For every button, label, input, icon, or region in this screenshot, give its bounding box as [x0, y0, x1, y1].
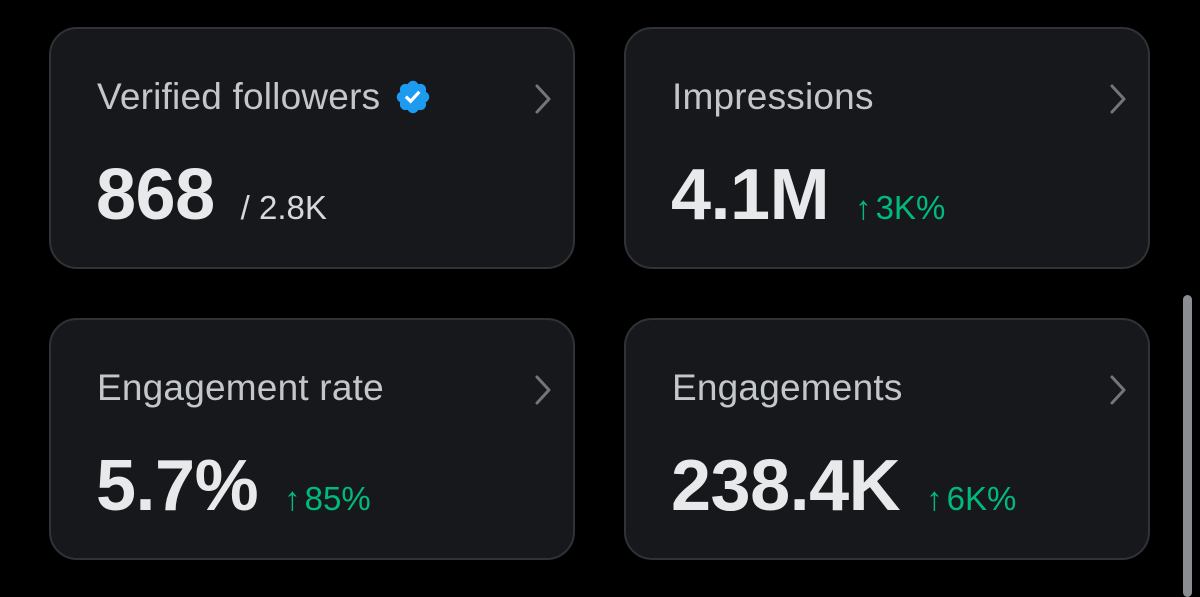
delta-value: 3K%: [875, 189, 946, 226]
engagements-delta: ↑ 6K%: [926, 480, 1016, 518]
engagement-rate-delta: ↑ 85%: [284, 480, 371, 518]
card-value-row: 868 / 2.8K: [96, 155, 327, 235]
impressions-card[interactable]: Impressions 4.1M ↑ 3K%: [624, 27, 1150, 269]
card-title-row: Engagement rate: [97, 366, 384, 410]
scrollbar[interactable]: [1183, 295, 1192, 597]
up-arrow-icon: ↑: [926, 480, 943, 517]
card-value-row: 4.1M ↑ 3K%: [671, 155, 945, 235]
card-title: Verified followers: [97, 76, 381, 117]
verified-badge-icon: [394, 78, 432, 116]
engagement-rate-value: 5.7%: [96, 446, 259, 526]
up-arrow-icon: ↑: [284, 480, 301, 517]
card-title-row: Verified followers: [97, 75, 432, 119]
verified-followers-card[interactable]: Verified followers 868 / 2.8K: [49, 27, 575, 269]
delta-value: 85%: [304, 480, 371, 517]
engagements-value: 238.4K: [671, 446, 901, 526]
card-title-row: Impressions: [672, 75, 874, 119]
chevron-right-icon[interactable]: [533, 373, 553, 407]
engagement-rate-card[interactable]: Engagement rate 5.7% ↑ 85%: [49, 318, 575, 560]
total-followers-count: / 2.8K: [240, 189, 327, 226]
delta-value: 6K%: [946, 480, 1017, 517]
impressions-value: 4.1M: [671, 155, 830, 235]
card-title: Engagement rate: [97, 367, 384, 408]
card-title-row: Engagements: [672, 366, 903, 410]
chevron-right-icon[interactable]: [1108, 82, 1128, 116]
chevron-right-icon[interactable]: [533, 82, 553, 116]
chevron-right-icon[interactable]: [1108, 373, 1128, 407]
card-value-row: 5.7% ↑ 85%: [96, 446, 371, 526]
verified-followers-count: 868: [96, 155, 215, 235]
up-arrow-icon: ↑: [855, 189, 872, 226]
card-value-row: 238.4K ↑ 6K%: [671, 446, 1016, 526]
engagements-card[interactable]: Engagements 238.4K ↑ 6K%: [624, 318, 1150, 560]
card-title: Impressions: [672, 76, 874, 117]
scrollbar-thumb[interactable]: [1183, 295, 1192, 597]
card-title: Engagements: [672, 367, 903, 408]
impressions-delta: ↑ 3K%: [855, 189, 945, 227]
